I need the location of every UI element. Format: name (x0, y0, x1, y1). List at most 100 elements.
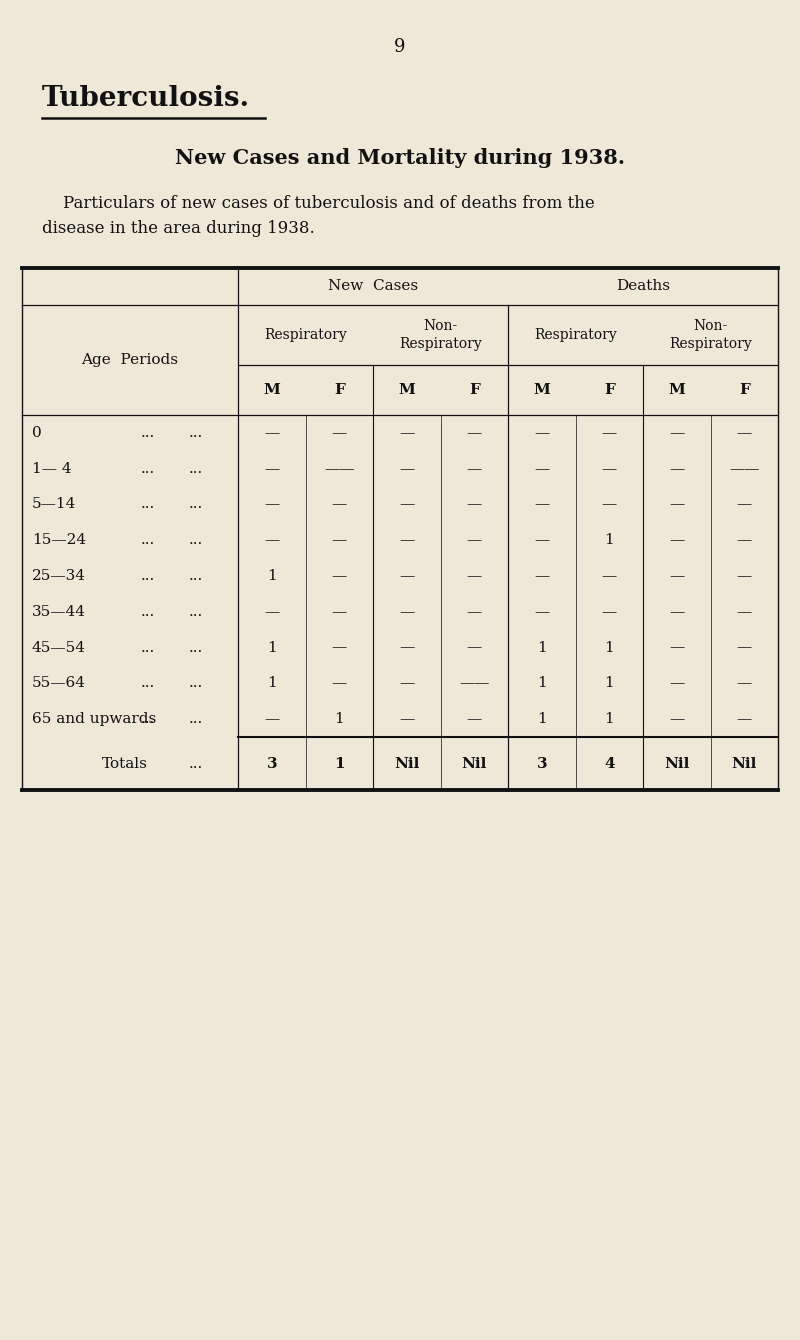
Text: Non-
Respiratory: Non- Respiratory (399, 319, 482, 351)
Text: —: — (737, 604, 752, 619)
Text: —: — (534, 533, 550, 547)
Text: —: — (737, 533, 752, 547)
Text: —: — (669, 462, 684, 476)
Text: ...: ... (141, 712, 155, 726)
Text: Nil: Nil (462, 757, 487, 770)
Text: New Cases and Mortality during 1938.: New Cases and Mortality during 1938. (175, 147, 625, 168)
Text: ...: ... (189, 641, 203, 654)
Text: 35—44: 35—44 (32, 604, 86, 619)
Text: Tuberculosis.: Tuberculosis. (42, 84, 250, 113)
Text: ...: ... (189, 757, 203, 770)
Text: —: — (332, 604, 347, 619)
Text: Particulars of new cases of tuberculosis and of deaths from the: Particulars of new cases of tuberculosis… (42, 196, 594, 212)
Text: —: — (602, 604, 617, 619)
Text: —: — (602, 497, 617, 512)
Text: F: F (604, 383, 614, 397)
Text: —: — (737, 497, 752, 512)
Text: —: — (669, 677, 684, 690)
Text: —: — (669, 712, 684, 726)
Text: ——: —— (459, 677, 490, 690)
Text: 1: 1 (334, 757, 345, 770)
Text: 1: 1 (604, 533, 614, 547)
Text: —: — (399, 677, 414, 690)
Text: —: — (669, 604, 684, 619)
Text: 1: 1 (267, 570, 277, 583)
Text: 1: 1 (537, 677, 546, 690)
Text: —: — (466, 712, 482, 726)
Text: —: — (399, 497, 414, 512)
Text: ...: ... (189, 712, 203, 726)
Text: 1: 1 (267, 641, 277, 654)
Text: —: — (399, 533, 414, 547)
Text: M: M (398, 383, 415, 397)
Text: —: — (737, 677, 752, 690)
Text: —: — (466, 570, 482, 583)
Text: Deaths: Deaths (616, 280, 670, 293)
Text: ...: ... (141, 426, 155, 440)
Text: 1: 1 (537, 641, 546, 654)
Text: ...: ... (189, 570, 203, 583)
Text: —: — (264, 462, 279, 476)
Text: 0: 0 (32, 426, 42, 440)
Text: ...: ... (141, 641, 155, 654)
Text: ——: —— (324, 462, 354, 476)
Text: —: — (669, 570, 684, 583)
Text: —: — (602, 426, 617, 440)
Text: —: — (737, 570, 752, 583)
Text: F: F (469, 383, 480, 397)
Text: 3: 3 (537, 757, 547, 770)
Text: ...: ... (141, 570, 155, 583)
Text: F: F (334, 383, 345, 397)
Text: ...: ... (189, 604, 203, 619)
Text: M: M (668, 383, 685, 397)
Text: —: — (602, 462, 617, 476)
Text: ...: ... (141, 462, 155, 476)
Text: —: — (399, 426, 414, 440)
Text: —: — (669, 533, 684, 547)
Text: M: M (263, 383, 280, 397)
Text: —: — (669, 426, 684, 440)
Text: 25—34: 25—34 (32, 570, 86, 583)
Text: M: M (534, 383, 550, 397)
Text: 65 and upwards: 65 and upwards (32, 712, 156, 726)
Text: —: — (264, 604, 279, 619)
Text: ...: ... (189, 462, 203, 476)
Text: —: — (264, 712, 279, 726)
Text: ...: ... (141, 533, 155, 547)
Text: 4: 4 (604, 757, 614, 770)
Text: —: — (466, 426, 482, 440)
Text: 45—54: 45—54 (32, 641, 86, 654)
Text: Totals: Totals (102, 757, 148, 770)
Text: ...: ... (189, 497, 203, 512)
Text: ...: ... (141, 604, 155, 619)
Text: —: — (534, 570, 550, 583)
Text: ...: ... (189, 426, 203, 440)
Text: Respiratory: Respiratory (264, 328, 347, 342)
Text: —: — (534, 604, 550, 619)
Text: —: — (737, 641, 752, 654)
Text: 15—24: 15—24 (32, 533, 86, 547)
Text: 1: 1 (604, 641, 614, 654)
Text: Age  Periods: Age Periods (82, 352, 178, 367)
Text: —: — (534, 462, 550, 476)
Text: —: — (737, 712, 752, 726)
Text: Nil: Nil (394, 757, 419, 770)
Text: —: — (264, 533, 279, 547)
Text: —: — (332, 677, 347, 690)
Text: 5—14: 5—14 (32, 497, 76, 512)
Text: 1: 1 (267, 677, 277, 690)
Text: —: — (466, 604, 482, 619)
Text: ...: ... (141, 677, 155, 690)
Text: —: — (399, 570, 414, 583)
Text: Nil: Nil (664, 757, 690, 770)
Text: —: — (466, 462, 482, 476)
Text: Nil: Nil (731, 757, 757, 770)
Text: ...: ... (189, 677, 203, 690)
Text: —: — (399, 604, 414, 619)
Text: ——: —— (729, 462, 759, 476)
Text: 3: 3 (266, 757, 277, 770)
Text: —: — (332, 570, 347, 583)
Text: —: — (669, 641, 684, 654)
Text: —: — (332, 426, 347, 440)
Text: F: F (739, 383, 750, 397)
